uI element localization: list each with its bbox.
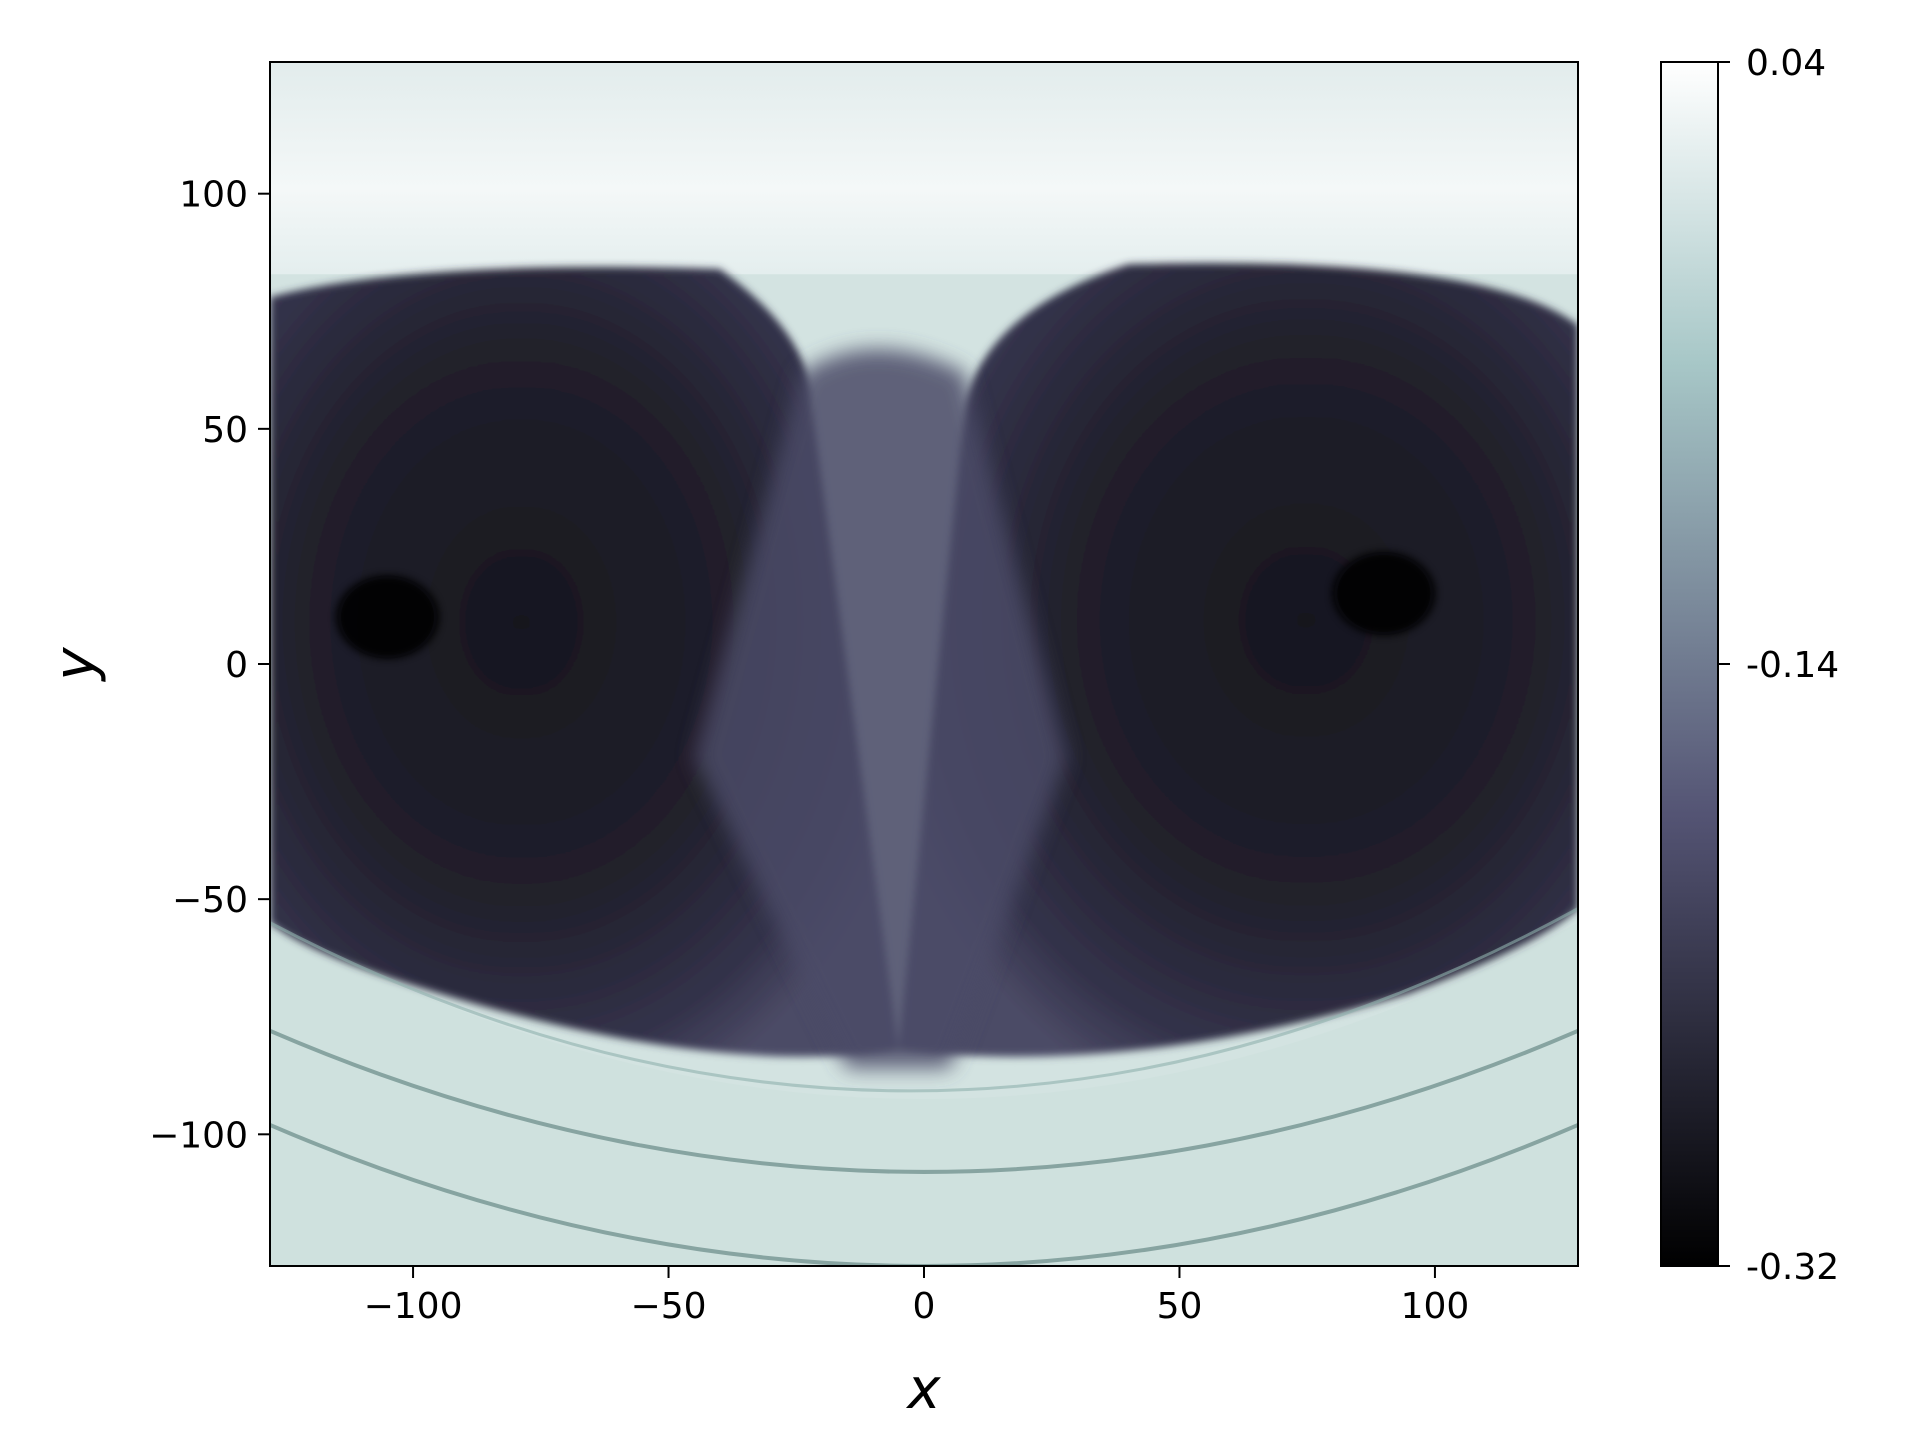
dark-spot-1 bbox=[335, 574, 440, 659]
dark-spot-2 bbox=[1331, 551, 1436, 636]
field-top-band bbox=[270, 62, 1578, 275]
x-tick-label: 50 bbox=[1157, 1286, 1203, 1327]
colorbar bbox=[1660, 61, 1719, 1267]
colorbar-tick-label: 0.04 bbox=[1746, 43, 1826, 84]
lobe-left bbox=[270, 267, 899, 1057]
colorbar-tick-label: -0.32 bbox=[1746, 1247, 1839, 1288]
x-tick-label: 0 bbox=[913, 1286, 936, 1327]
lobe-right bbox=[898, 263, 1578, 1057]
colorbar-axis: 0.04 -0.14 -0.32 bbox=[1718, 43, 1839, 1288]
x-tick-label: −50 bbox=[631, 1286, 707, 1327]
field-lower-band bbox=[270, 922, 1578, 1266]
y-tick-label: −50 bbox=[172, 880, 248, 921]
heatmap-field bbox=[270, 62, 1578, 1266]
x-axis: −100 −50 0 50 100 bbox=[364, 1266, 1470, 1327]
arc-front-2 bbox=[270, 1123, 1578, 1266]
y-tick-label: 100 bbox=[179, 175, 248, 216]
y-tick-label: 50 bbox=[202, 410, 248, 451]
x-tick-label: −100 bbox=[364, 1286, 463, 1327]
y-axis: 100 50 0 −50 −100 bbox=[149, 175, 270, 1156]
x-tick-label: 100 bbox=[1401, 1286, 1470, 1327]
y-axis-label: y bbox=[43, 647, 108, 683]
dark-spot-rim-2 bbox=[1334, 551, 1434, 635]
central-seam bbox=[694, 348, 1068, 1069]
x-axis-label: x bbox=[905, 1357, 941, 1422]
dark-spot-rim-1 bbox=[338, 575, 438, 659]
colorbar-tick-label: -0.14 bbox=[1746, 645, 1839, 686]
lobe-rim-lower bbox=[270, 907, 1578, 1093]
central-lobes bbox=[270, 263, 1578, 1057]
y-tick-label: −100 bbox=[149, 1115, 248, 1156]
y-tick-label: 0 bbox=[225, 645, 248, 686]
arc-front-1 bbox=[270, 1029, 1578, 1174]
